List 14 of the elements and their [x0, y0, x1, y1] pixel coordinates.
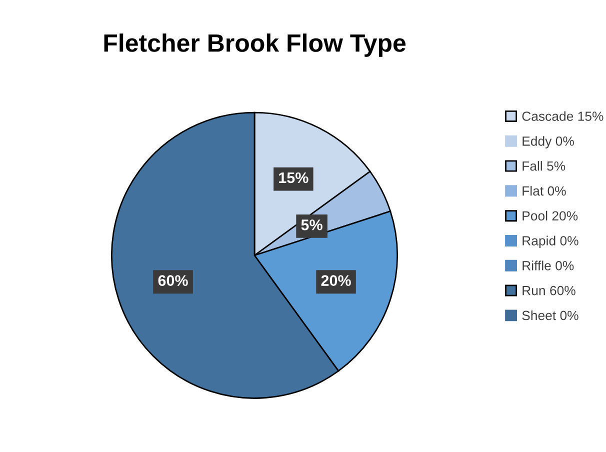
legend-label: Flat 0% [522, 186, 566, 196]
legend-label: Run 60% [522, 286, 576, 296]
data-label: 20% [321, 275, 351, 286]
data-label: 60% [158, 275, 188, 286]
data-label: 5% [301, 220, 322, 230]
legend-label: Rapid 0% [522, 236, 578, 248]
chart-title: Fletcher Brook Flow Type [104, 34, 406, 57]
legend-label: Cascade 15% [522, 111, 604, 121]
legend-label: Sheet 0% [522, 310, 578, 320]
data-label: 15% [279, 172, 308, 184]
legend-label: Fall 5% [522, 161, 566, 171]
legend-label: Riffle 0% [522, 260, 574, 270]
legend-label: Pool 20% [522, 210, 578, 221]
legend-label: Eddy 0% [522, 136, 574, 148]
